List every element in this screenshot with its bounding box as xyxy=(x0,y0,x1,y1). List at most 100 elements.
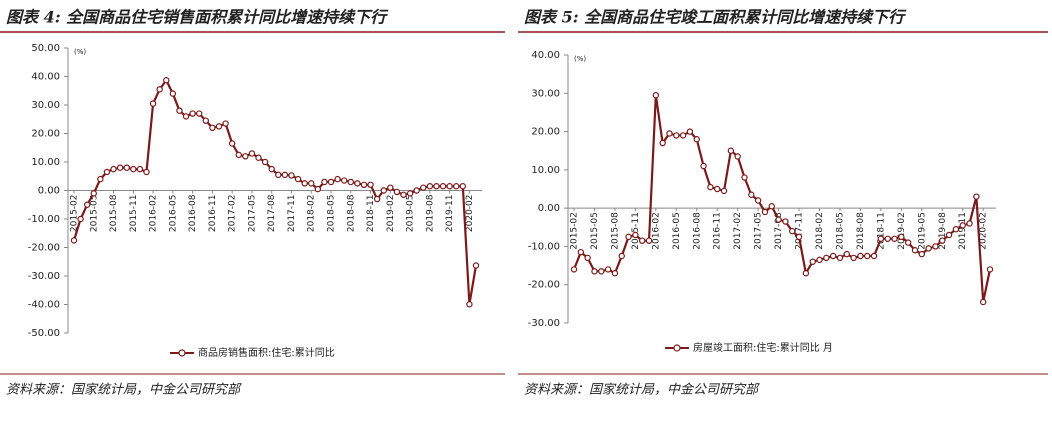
point xyxy=(945,231,953,239)
point xyxy=(720,187,728,195)
point xyxy=(439,183,447,190)
point xyxy=(870,252,878,260)
point xyxy=(110,165,117,173)
y-tick-label: 10.00 xyxy=(31,157,60,168)
point xyxy=(446,183,453,190)
point xyxy=(459,183,467,190)
point xyxy=(228,140,236,147)
point xyxy=(686,128,694,135)
y-tick-label: -20.00 xyxy=(528,280,560,291)
point xyxy=(659,139,666,147)
point xyxy=(959,222,966,229)
point xyxy=(843,250,850,258)
y-tick-label: -20.00 xyxy=(28,243,60,254)
point xyxy=(632,231,639,239)
point xyxy=(235,151,242,159)
legend-marker xyxy=(178,349,186,357)
x-tick-label: 2017-05 xyxy=(754,212,764,250)
x-tick-label: 2019-05 xyxy=(406,195,416,233)
point xyxy=(202,117,210,124)
point xyxy=(281,171,289,179)
x-tick-label: 2020-02 xyxy=(979,212,989,250)
x-tick-label: 2016-11 xyxy=(713,212,723,250)
x-tick-label: 2019-11 xyxy=(958,212,968,250)
x-tick-label: 2015-02 xyxy=(70,195,80,233)
point xyxy=(97,175,104,183)
point xyxy=(598,268,605,275)
x-tick-label: 2019-08 xyxy=(425,194,435,232)
point xyxy=(645,237,653,244)
point xyxy=(727,147,735,154)
y-tick-label: 0.00 xyxy=(38,186,60,197)
point xyxy=(354,180,361,187)
y-tick-label: 20.00 xyxy=(531,127,560,138)
point xyxy=(413,187,420,194)
x-tick-label: 2019-11 xyxy=(445,195,455,233)
point xyxy=(215,123,223,130)
point xyxy=(360,181,368,188)
y-tick-label: 30.00 xyxy=(531,88,560,99)
chart-title: 图表 5: 全国商品住宅竣工面积累计同比增速持续下行 xyxy=(524,8,907,27)
x-tick-label: 2018-05 xyxy=(835,212,845,250)
x-tick-label: 2015-11 xyxy=(129,195,139,233)
series-line xyxy=(572,95,992,303)
point xyxy=(77,215,84,223)
point xyxy=(693,136,700,143)
y-tick-label: 40.00 xyxy=(31,72,60,83)
unit: (%) xyxy=(574,55,586,63)
point xyxy=(420,184,427,191)
x-tick-label: 2019-02 xyxy=(897,212,907,250)
chart-title: 图表 4: 全国商品住宅销售面积累计同比增速持续下行 xyxy=(6,8,389,27)
point xyxy=(149,100,157,107)
source: 资料来源：国家统计局，中金公司研究部 xyxy=(6,382,242,398)
point xyxy=(472,262,480,269)
source: 资料来源：国家统计局，中金公司研究部 xyxy=(524,382,760,398)
point xyxy=(156,86,163,93)
x-tick-label: 2016-08 xyxy=(188,194,198,232)
point xyxy=(268,165,275,173)
point xyxy=(591,268,598,275)
point xyxy=(748,191,755,198)
x-tick-label: 2019-05 xyxy=(917,212,927,250)
point xyxy=(143,168,150,176)
x-tick-label: 2018-08 xyxy=(346,194,356,232)
point xyxy=(918,250,926,258)
point xyxy=(625,233,632,241)
x-tick-label: 2019-02 xyxy=(386,195,396,233)
x-tick-label: 2016-11 xyxy=(208,195,218,233)
y-tick-label: 30.00 xyxy=(31,100,60,111)
x-tick-label: 2020-02 xyxy=(465,195,475,233)
point xyxy=(884,235,891,242)
point xyxy=(611,270,619,277)
point xyxy=(836,254,844,262)
legend-label: 房屋竣工面积:住宅:累计同比 月 xyxy=(693,341,833,354)
point xyxy=(123,164,130,171)
point xyxy=(70,237,78,244)
x-tick-label: 2018-11 xyxy=(366,195,376,233)
point xyxy=(433,183,440,190)
legend-label: 商品房销售面积:住宅:累计同比 xyxy=(198,346,335,359)
point xyxy=(700,162,707,170)
point xyxy=(768,203,775,210)
point xyxy=(314,185,322,193)
point xyxy=(334,175,341,183)
point xyxy=(196,110,203,117)
y-tick-label: 0.00 xyxy=(538,203,560,214)
x-tick-label: 2017-08 xyxy=(267,194,277,232)
x-tick-label: 2017-11 xyxy=(287,195,297,233)
point xyxy=(775,216,782,223)
point xyxy=(182,113,190,120)
point xyxy=(163,77,170,84)
y-tick-label: 10.00 xyxy=(531,165,560,176)
point xyxy=(850,254,857,262)
point xyxy=(754,197,762,204)
y-tick-label: -30.00 xyxy=(528,318,560,329)
point xyxy=(911,247,919,254)
point xyxy=(741,174,748,181)
point xyxy=(925,245,932,252)
x-tick-label: 2017-02 xyxy=(228,195,238,233)
point xyxy=(570,266,578,273)
point xyxy=(577,248,585,256)
legend-marker xyxy=(673,344,681,352)
